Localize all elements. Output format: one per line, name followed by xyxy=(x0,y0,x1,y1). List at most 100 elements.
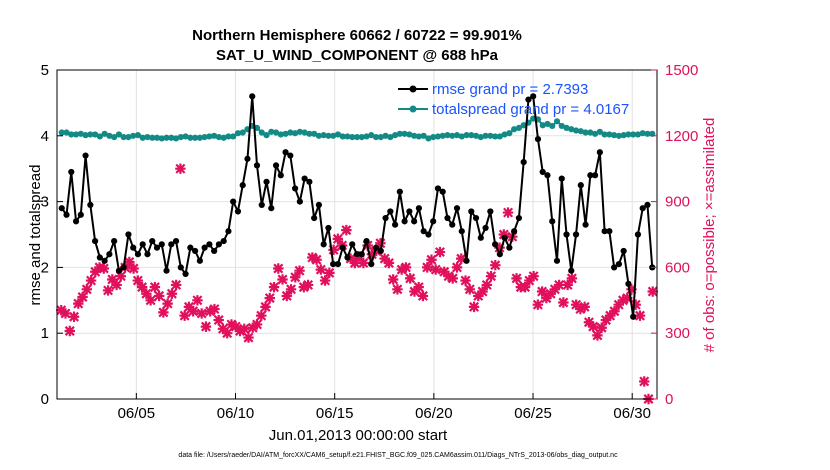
totalspread-point xyxy=(96,133,103,140)
rmse-point xyxy=(601,228,608,235)
obs-marker xyxy=(609,306,620,317)
rmse-point xyxy=(72,218,80,225)
obs-marker xyxy=(562,279,573,291)
rmse-point xyxy=(630,313,637,320)
rmse-point xyxy=(411,218,418,225)
rmse-point xyxy=(606,228,613,235)
totalspread-point xyxy=(391,132,399,139)
obs-marker xyxy=(187,306,199,317)
rmse-point xyxy=(620,247,627,255)
totalspread-point xyxy=(225,133,232,140)
rmse-point xyxy=(587,172,594,179)
rmse-point xyxy=(477,234,484,241)
obs-marker xyxy=(494,242,505,253)
rmse-point xyxy=(196,257,203,264)
legend-spread-label: totalspread grand pr = 4.0167 xyxy=(432,101,629,118)
totalspread-point xyxy=(182,133,189,140)
obs-marker xyxy=(315,264,327,275)
rmse-point xyxy=(230,198,237,205)
rmse-point xyxy=(239,182,246,189)
rmse-point xyxy=(325,224,332,232)
totalspread-point xyxy=(115,131,123,138)
x-tick-label: 06/25 xyxy=(514,405,552,422)
obs-marker xyxy=(396,264,407,275)
totalspread-point xyxy=(125,134,132,141)
totalspread-point xyxy=(572,127,580,134)
rmse-point xyxy=(106,251,113,258)
chart-title-line2: SAT_U_WIND_COMPONENT @ 688 hPa xyxy=(216,47,499,64)
rmse-point xyxy=(511,228,518,235)
obs-marker xyxy=(583,317,595,328)
rmse-point xyxy=(415,205,423,212)
totalspread-point xyxy=(291,130,299,137)
rmse-point xyxy=(468,208,475,215)
totalspread-point xyxy=(430,134,437,141)
totalspread-point xyxy=(620,132,627,139)
obs-marker xyxy=(477,286,488,297)
totalspread-point xyxy=(106,132,113,139)
totalspread-point xyxy=(644,130,651,137)
rmse-point xyxy=(363,237,370,245)
totalspread-point xyxy=(487,132,494,139)
totalspread-point xyxy=(358,134,365,141)
obs-marker xyxy=(251,319,263,330)
totalspread-point xyxy=(168,134,175,141)
rmse-point xyxy=(491,241,499,248)
obs-marker xyxy=(102,285,114,296)
totalspread-point xyxy=(511,126,518,133)
totalspread-point xyxy=(591,130,599,137)
totalspread-point xyxy=(334,131,342,138)
rmse-point xyxy=(549,218,556,225)
rmse-point xyxy=(315,201,323,208)
obs-marker xyxy=(222,328,233,339)
x-tick-label: 06/15 xyxy=(316,405,354,422)
rmse-point xyxy=(496,251,503,258)
obs-marker xyxy=(409,286,420,297)
obs-marker xyxy=(217,323,229,335)
obs-marker xyxy=(490,260,501,271)
totalspread-point xyxy=(420,132,427,139)
legend-rmse-marker xyxy=(409,85,417,93)
totalspread-point xyxy=(596,128,603,135)
totalspread-point xyxy=(491,133,499,140)
obs-marker xyxy=(213,314,224,326)
totalspread-point xyxy=(515,124,523,132)
rmse-point xyxy=(111,237,118,245)
obs-marker xyxy=(549,284,561,295)
totalspread-point xyxy=(287,129,294,136)
legend-spread-marker xyxy=(409,105,417,113)
totalspread-point xyxy=(63,129,70,136)
rmse-point xyxy=(201,244,208,251)
obs-marker xyxy=(468,301,480,313)
totalspread-point xyxy=(187,134,194,141)
y-right-tick-label: 0 xyxy=(665,391,673,408)
obs-marker xyxy=(613,299,624,310)
obs-marker xyxy=(332,233,344,245)
obs-marker xyxy=(226,319,237,330)
totalspread-point xyxy=(506,130,513,137)
obs-marker xyxy=(383,257,395,269)
y-axis-ticks: 0 1 2 3 4 5 xyxy=(41,62,63,408)
rmse-point xyxy=(134,251,142,258)
totalspread-point xyxy=(401,130,408,137)
totalspread-point xyxy=(149,134,156,141)
rmse-point xyxy=(130,244,137,251)
rmse-point xyxy=(263,178,270,185)
obs-marker xyxy=(536,286,548,297)
legend-rmse-label: rmse grand pr = 2.7393 xyxy=(432,81,588,98)
totalspread-point xyxy=(396,130,403,137)
obs-marker xyxy=(90,266,101,277)
rmse-point xyxy=(482,224,489,232)
obs-marker xyxy=(209,303,220,315)
totalspread-point xyxy=(258,129,265,136)
rmse-point xyxy=(96,254,103,261)
rmse-point xyxy=(334,261,342,268)
y-axis-right-label: # of obs: o=possible; ×=assimilated xyxy=(701,118,718,353)
totalspread-point xyxy=(553,118,561,125)
rmse-point xyxy=(211,247,218,255)
legend: rmse grand pr = 2.7393 totalspread grand… xyxy=(398,81,629,118)
totalspread-point xyxy=(296,128,303,135)
obs-marker xyxy=(422,262,433,273)
totalspread-point xyxy=(587,129,594,136)
obs-marker xyxy=(566,273,578,284)
